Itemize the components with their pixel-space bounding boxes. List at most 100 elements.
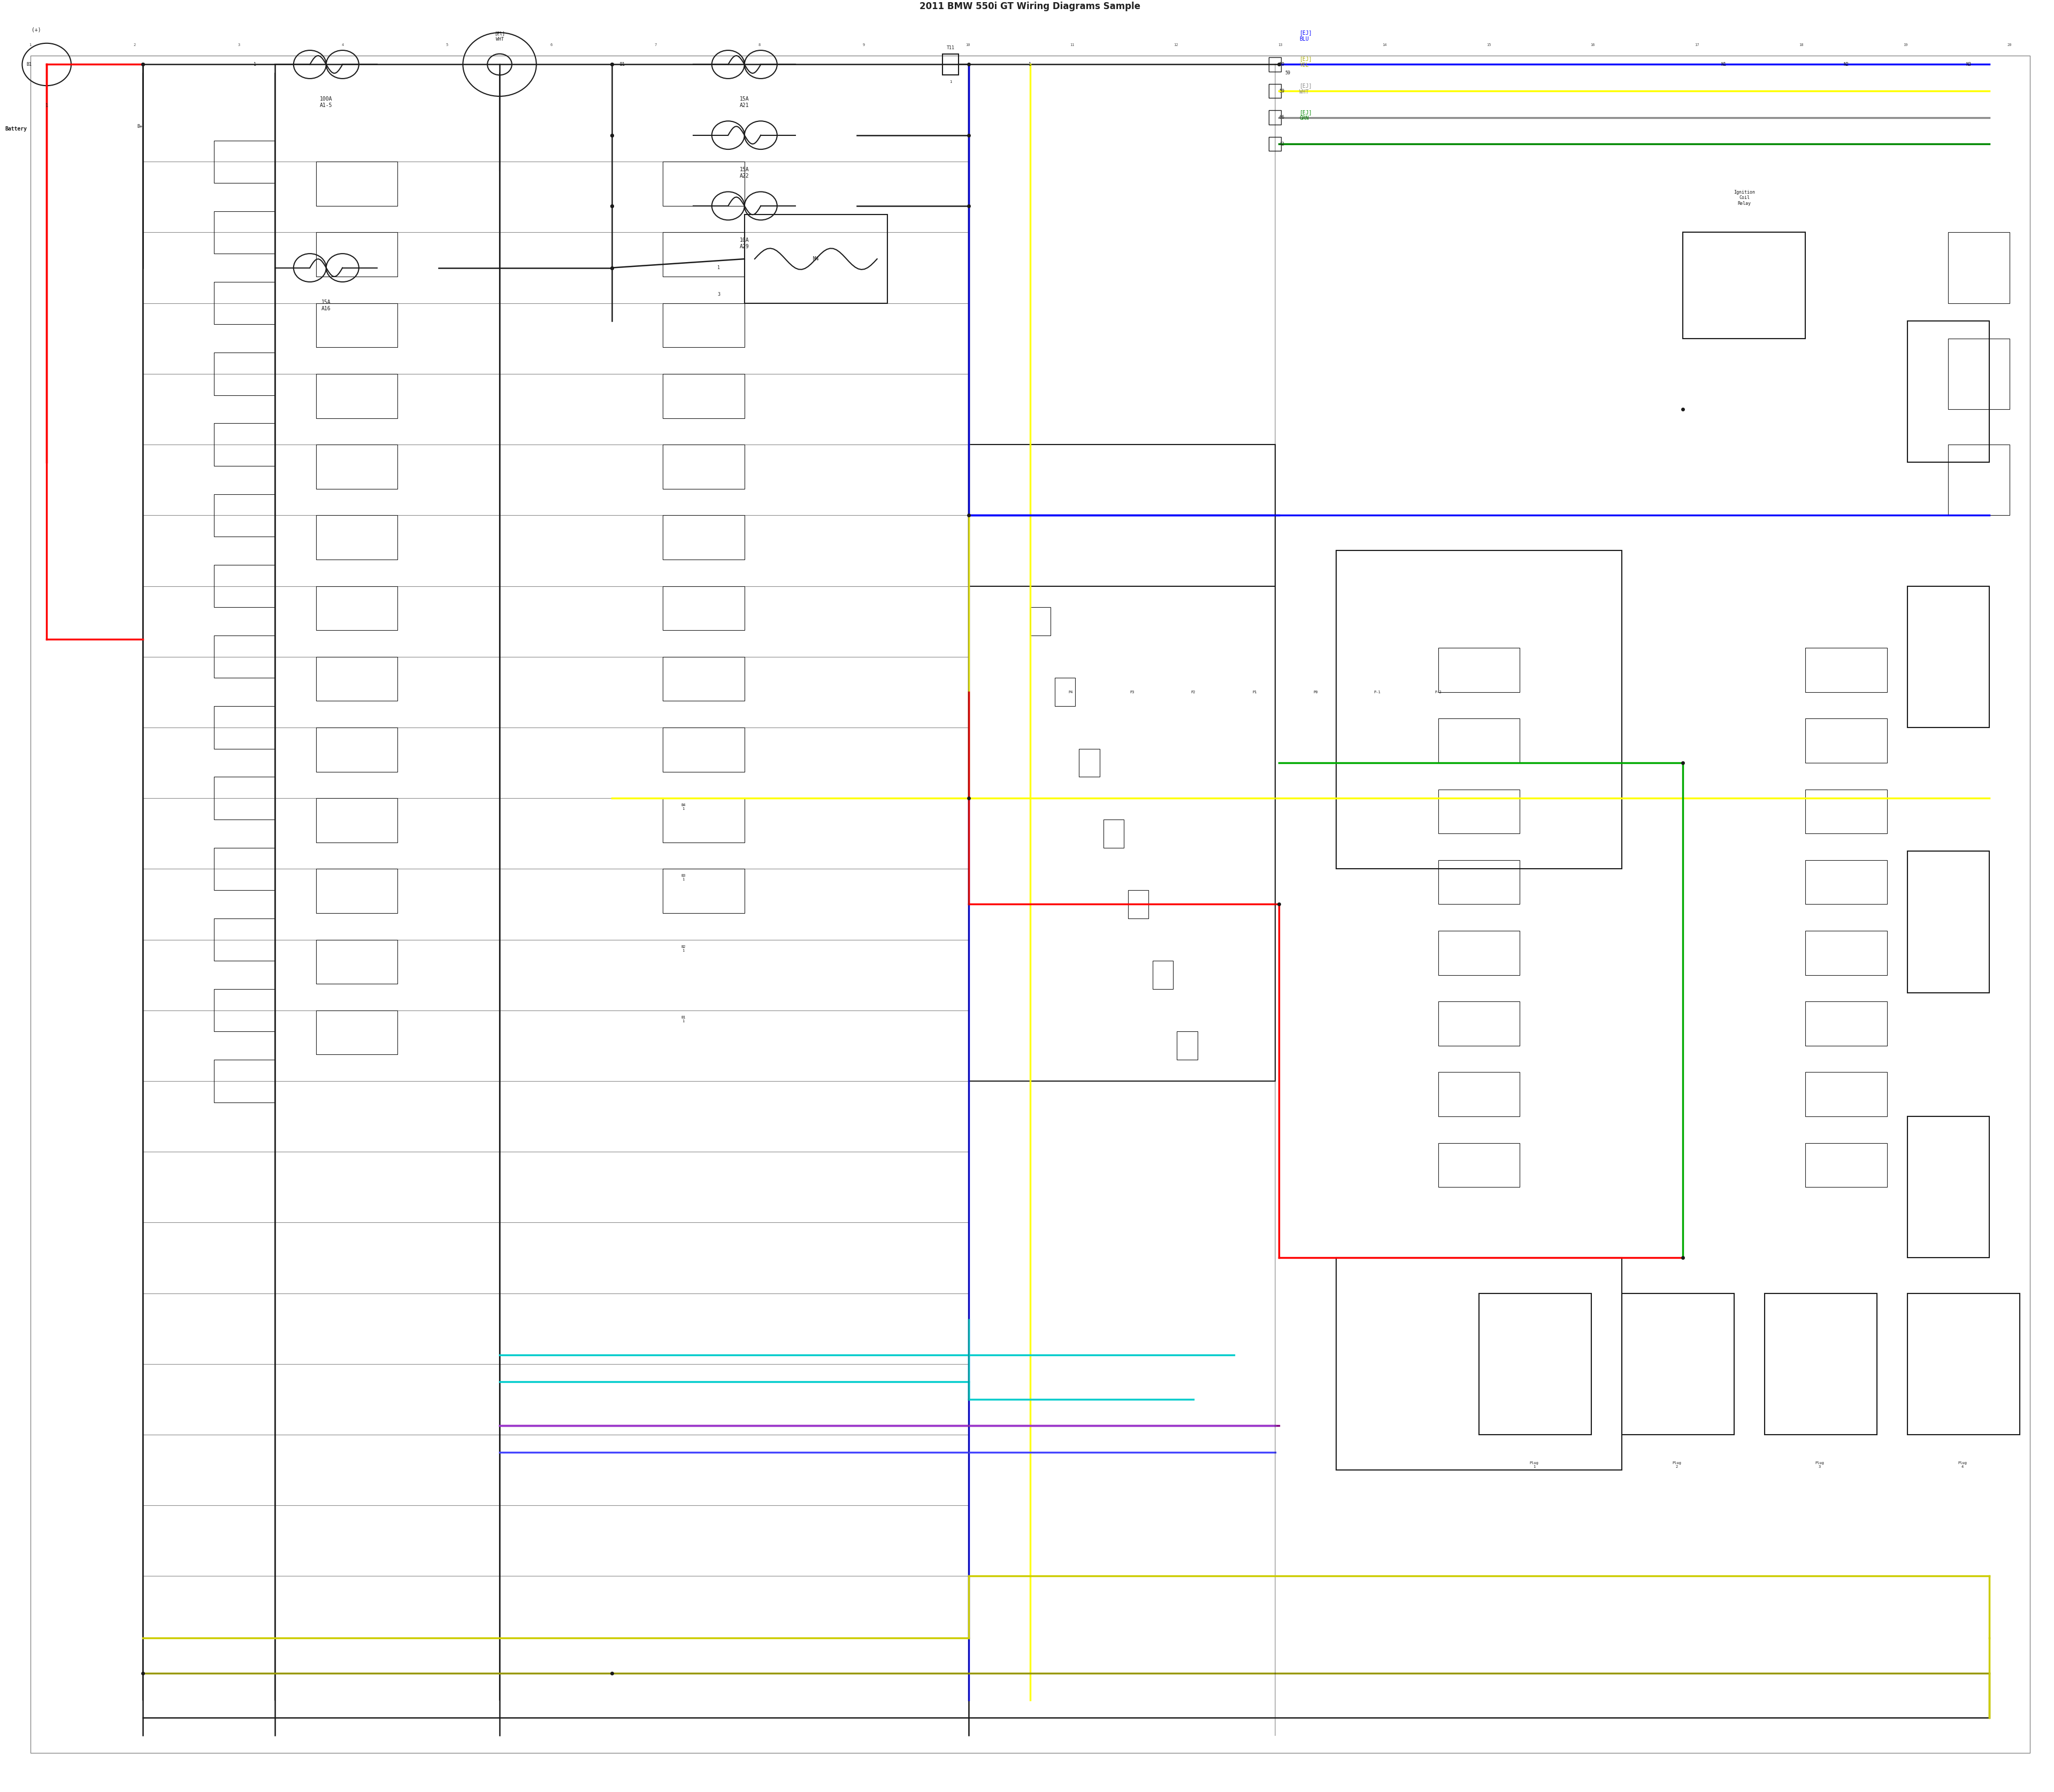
Bar	[214, 281, 275, 324]
Text: 59: 59	[1280, 63, 1284, 66]
Bar	[1908, 1116, 1988, 1258]
Bar	[1949, 233, 2009, 303]
Bar	[316, 586, 398, 631]
Text: Battery: Battery	[4, 125, 27, 131]
Text: 2011 BMW 550i GT Wiring Diagrams Sample: 2011 BMW 550i GT Wiring Diagrams Sample	[920, 2, 1140, 11]
Bar	[1337, 550, 1623, 869]
Text: 2: 2	[134, 43, 136, 47]
Bar	[1764, 1294, 1877, 1435]
Text: 3: 3	[238, 43, 240, 47]
Text: Plug
4: Plug 4	[1957, 1460, 1968, 1468]
Text: 13: 13	[1278, 43, 1282, 47]
Text: Plug
3: Plug 3	[1816, 1460, 1824, 1468]
Bar	[1623, 1294, 1734, 1435]
Bar	[663, 233, 744, 276]
Text: B2
1: B2 1	[682, 944, 686, 952]
Text: M4: M4	[813, 256, 820, 262]
Bar	[1805, 719, 1888, 763]
Text: 15A
A22: 15A A22	[739, 167, 750, 179]
Bar	[316, 728, 398, 772]
Bar	[744, 215, 887, 303]
Text: B1: B1	[27, 63, 31, 66]
Bar	[214, 495, 275, 536]
Bar	[1177, 1032, 1197, 1059]
Text: (+): (+)	[31, 27, 41, 32]
Text: 17: 17	[1695, 43, 1699, 47]
Bar	[1054, 677, 1074, 706]
Bar	[1805, 860, 1888, 905]
Text: N3: N3	[1966, 63, 1972, 66]
Bar	[1805, 1002, 1888, 1047]
Text: 15: 15	[1487, 43, 1491, 47]
Text: 59: 59	[1280, 88, 1284, 93]
Text: P0: P0	[1313, 690, 1319, 694]
Bar	[1031, 607, 1050, 636]
Text: 1: 1	[717, 265, 721, 271]
Text: 8: 8	[758, 43, 760, 47]
Text: Plug
1: Plug 1	[1530, 1460, 1538, 1468]
Bar	[316, 303, 398, 348]
Bar	[214, 848, 275, 891]
Text: 59: 59	[1286, 72, 1290, 75]
Text: P-1: P-1	[1374, 690, 1380, 694]
Bar	[1269, 111, 1282, 125]
Bar	[1908, 321, 1988, 462]
Text: 9: 9	[863, 43, 865, 47]
Text: 1: 1	[1029, 63, 1031, 66]
Bar	[316, 797, 398, 842]
Text: B3
1: B3 1	[682, 874, 686, 882]
Bar	[663, 656, 744, 701]
Text: [El]
WHT: [El] WHT	[495, 30, 505, 41]
Text: 5: 5	[446, 43, 448, 47]
Text: B4
1: B4 1	[682, 803, 686, 810]
Text: P1: P1	[1253, 690, 1257, 694]
Text: 3: 3	[717, 292, 721, 297]
Bar	[214, 636, 275, 677]
Bar	[1805, 930, 1888, 975]
Text: 20: 20	[2007, 43, 2011, 47]
Bar	[1908, 851, 1988, 993]
Bar	[1438, 930, 1520, 975]
Text: 10: 10	[965, 43, 969, 47]
Bar	[214, 211, 275, 254]
Bar	[663, 797, 744, 842]
Text: T11: T11	[947, 45, 955, 50]
Bar	[663, 444, 744, 489]
Bar	[316, 656, 398, 701]
Bar	[316, 444, 398, 489]
Bar	[1949, 339, 2009, 409]
Bar	[1078, 749, 1099, 778]
Bar	[214, 140, 275, 183]
Text: 4: 4	[341, 43, 343, 47]
Text: 14: 14	[1382, 43, 1386, 47]
Bar	[316, 375, 398, 418]
Text: 18: 18	[1799, 43, 1803, 47]
Bar	[969, 516, 1276, 1081]
Bar	[1805, 1072, 1888, 1116]
Text: 15A
A16: 15A A16	[322, 299, 331, 312]
Text: 1: 1	[29, 43, 31, 47]
Bar	[663, 728, 744, 772]
Text: 12: 12	[1175, 43, 1179, 47]
Bar	[214, 564, 275, 607]
Bar	[1949, 444, 2009, 516]
Text: B+: B+	[138, 124, 142, 129]
Bar	[663, 516, 744, 559]
Text: [EJ]
BLU: [EJ] BLU	[1300, 30, 1313, 41]
Bar	[316, 939, 398, 984]
Bar	[214, 423, 275, 466]
Text: N1: N1	[1721, 63, 1727, 66]
Bar	[214, 1059, 275, 1102]
Bar	[1805, 1143, 1888, 1186]
Text: B1: B1	[620, 63, 624, 66]
Bar	[214, 989, 275, 1032]
Text: Ignition
Coil
Relay: Ignition Coil Relay	[1734, 190, 1754, 206]
Bar	[214, 919, 275, 961]
Text: [EJ]
YEL: [EJ] YEL	[1300, 56, 1313, 68]
Bar	[1682, 233, 1805, 339]
Bar	[1103, 819, 1124, 848]
Bar	[1438, 1072, 1520, 1116]
Text: 100A
A1-5: 100A A1-5	[320, 97, 333, 108]
Text: 42: 42	[1280, 142, 1284, 147]
Bar	[1438, 1143, 1520, 1186]
